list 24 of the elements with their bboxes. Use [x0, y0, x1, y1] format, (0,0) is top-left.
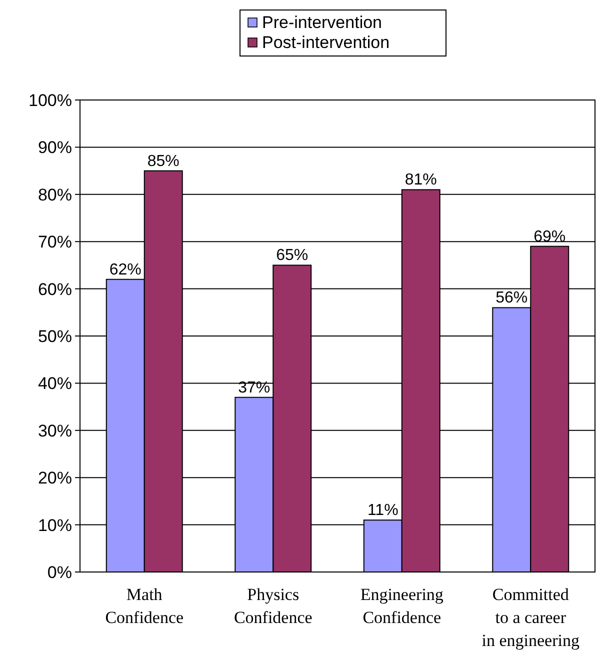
y-tick-label: 80%	[38, 185, 72, 204]
y-tick-label: 90%	[38, 138, 72, 158]
data-label: 65%	[276, 247, 308, 264]
data-label: 85%	[147, 152, 180, 170]
data-label: 56%	[496, 290, 528, 307]
y-tick-label: 20%	[38, 468, 72, 488]
y-tick-label: 40%	[38, 374, 72, 394]
data-label: 81%	[404, 172, 437, 189]
x-tick-label: Committed to a career in engineering	[482, 585, 580, 650]
y-tick-label: 10%	[38, 516, 72, 535]
x-tick-label: Engineering Confidence	[360, 585, 444, 627]
y-tick-label: 70%	[38, 232, 72, 252]
y-tick-label: 30%	[38, 421, 72, 440]
x-tick-label: Math Confidence	[105, 585, 184, 627]
data-label: 37%	[238, 379, 270, 396]
data-label: 62%	[109, 261, 142, 278]
data-label: 11%	[367, 502, 398, 520]
legend-label: Pre-intervention	[262, 13, 382, 32]
y-tick-label: 0%	[47, 563, 72, 582]
legend-label: Post-intervention	[262, 33, 390, 52]
y-tick-label: 60%	[38, 280, 72, 299]
x-tick-label: Physics Confidence	[234, 585, 312, 627]
y-tick-label: 100%	[28, 91, 72, 110]
y-tick-label: 50%	[38, 327, 72, 346]
